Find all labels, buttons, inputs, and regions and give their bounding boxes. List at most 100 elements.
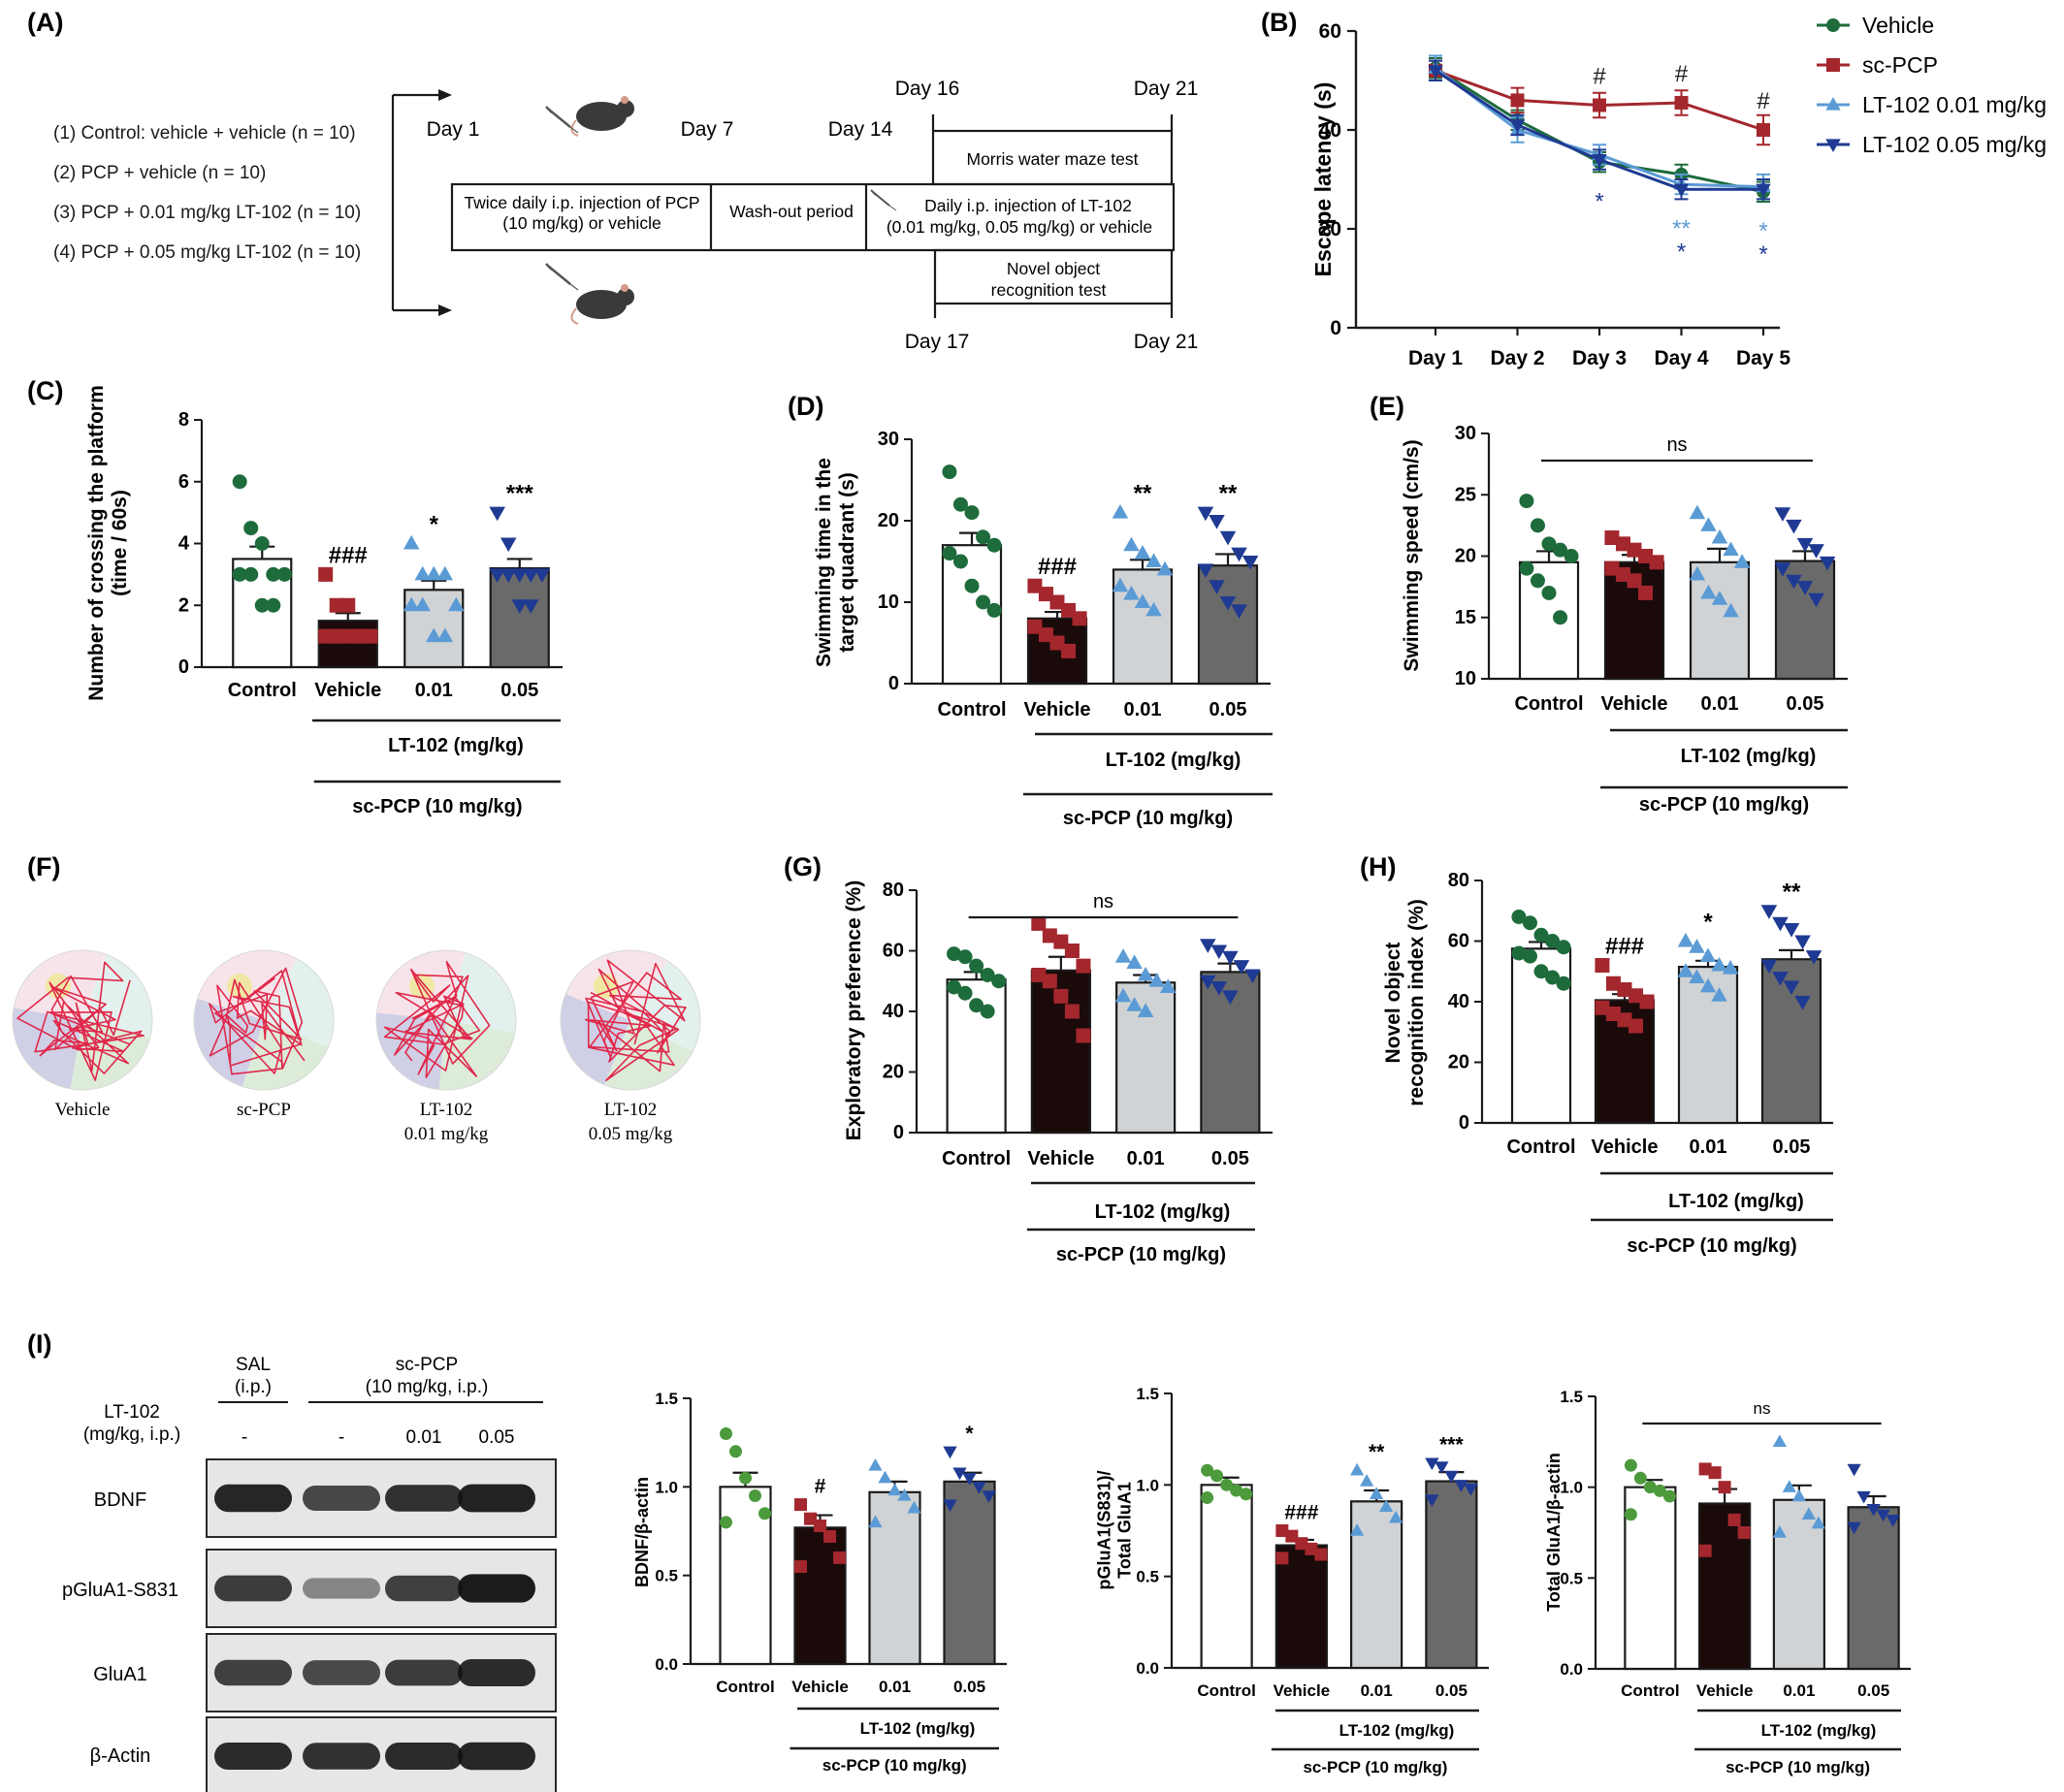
data-point [1222,950,1239,966]
data-point [1076,1028,1091,1043]
x-tick-label: Control [1621,1681,1679,1700]
panel-h-letter: (H) [1360,852,1396,881]
data-point [1064,1004,1080,1019]
legend-label: sc-PCP [1862,52,1938,78]
bar-0.05 [1847,1506,1900,1671]
data-point [1689,939,1705,953]
data-point [1700,584,1717,599]
data-point [1200,939,1216,953]
data-point [511,568,528,583]
data-point [1519,494,1534,509]
data-point [1126,954,1143,969]
blot-images [206,1458,557,1792]
chart-c-crossings: (C) 0 2 4 6 8 Number of crossing the platform(… [27,376,563,817]
maze-quadrant [446,950,516,1040]
blot-band [214,1484,292,1513]
data-point [1159,978,1177,993]
data-point [1210,944,1228,960]
data-point [1604,530,1620,546]
data-point [1076,958,1091,974]
y-tick-label: 80 [883,880,904,901]
x-tick-label: 0.01 [1361,1681,1393,1700]
data-point [318,566,334,582]
data-point [436,565,454,581]
x-tick-label: Day 2 [1490,347,1544,369]
data-point [489,568,505,583]
y-tick-label: 40 [1319,119,1341,142]
platform-location [594,974,619,999]
x-tick-label: Day 1 [1408,347,1463,369]
data-point [1638,585,1654,600]
data-point [980,1004,995,1019]
data-point [1708,1466,1722,1480]
maze-arena [13,950,152,1090]
data-point [1295,1537,1308,1551]
day7-label: Day 7 [681,118,734,141]
sig-mark: ### [1284,1502,1318,1524]
series-3-point [1756,183,1771,198]
arrowhead-top [438,89,452,101]
data-point [1134,593,1151,608]
data-point [1305,1542,1318,1555]
blot-band [214,1659,292,1686]
sig-mark: # [1757,88,1770,114]
data-point [1209,515,1225,529]
data-point [276,566,292,582]
group-label-pcp: sc-PCP (10 mg/kg) [1303,1758,1447,1776]
day17-label: Day 17 [905,331,970,353]
data-point [947,979,962,995]
sig-mark: * [1758,241,1767,268]
x-tick-label: Control [716,1678,774,1696]
data-point [1605,976,1621,991]
sig-mark: ** [1134,481,1152,507]
mwm-box [931,129,1174,186]
data-point [426,627,442,643]
ns-label: ns [1093,891,1113,912]
data-point [1689,504,1706,520]
panel-f-letter: (F) [27,852,60,881]
maze-outline [375,949,517,1091]
data-point [1275,1524,1289,1537]
panel-f: (F) [27,852,60,881]
panel-g-letter: (G) [784,852,822,881]
data-point [964,578,980,593]
blot-band [458,1484,535,1513]
data-point [1801,1507,1817,1520]
data-point [952,496,968,512]
data-point [1053,934,1069,949]
data-point [969,958,984,974]
data-point [1718,1481,1731,1494]
data-point [942,546,957,561]
maze-quadrant [630,950,700,1069]
data-point [1314,1548,1328,1561]
data-point [1605,1007,1621,1021]
y-tick-label: 2 [178,594,189,616]
y-tick-label: 1.0 [655,1478,678,1496]
nor-box [933,248,1174,305]
sal-label-line2: (i.p.) [235,1377,272,1397]
x-tick-label: Vehicle [1592,1136,1659,1158]
y-tick-label: 60 [1319,20,1341,43]
bar-0.01 [868,1490,921,1666]
y-axis-label: Total GluA1/β-actin [1544,1453,1564,1612]
panel-a: (A) (1) Control: vehicle + vehicle (n = … [27,8,1198,353]
sig-mark: * [1595,188,1603,214]
bar-Control [1518,560,1580,681]
data-point [1711,528,1728,544]
data-point [1624,1458,1637,1472]
data-point [1210,1469,1224,1483]
y-axis-label: Escape latency (s) [1310,82,1336,277]
data-point [982,1490,996,1503]
data-point [952,1467,967,1481]
x-tick-label: 0.05 [953,1678,985,1696]
maze-outline [193,949,335,1091]
data-point [1886,1515,1900,1527]
group-label-lt102: LT-102 (mg/kg) [1668,1191,1804,1212]
data-point [1285,1529,1299,1543]
sig-mark: * [1677,239,1686,265]
blot-band [458,1574,535,1603]
x-tick-label: 0.05 [1209,699,1247,720]
blot-band [214,1575,292,1602]
y-tick-label: 0 [178,656,189,678]
legend-label: Vehicle [1862,13,1934,38]
